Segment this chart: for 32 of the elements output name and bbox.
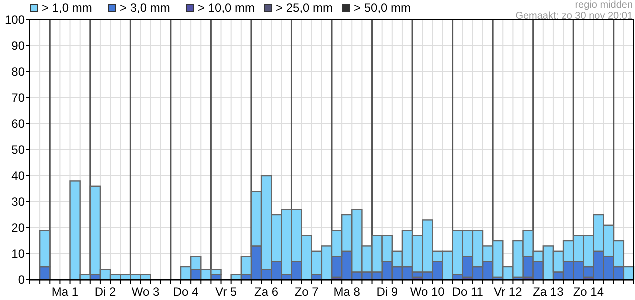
- x-tick-label: Do 11: [452, 285, 484, 299]
- y-tick-label: 60: [12, 117, 26, 132]
- x-tick-label: Ma 8: [334, 285, 361, 299]
- y-tick-label: 20: [12, 221, 26, 236]
- x-tick-label: Zo 7: [294, 285, 320, 299]
- x-tick-label: Ma 1: [52, 285, 79, 299]
- x-tick-label: Wo 10: [410, 285, 446, 299]
- x-tick-label: Vr 12: [494, 285, 523, 299]
- x-tick-label: Di 2: [94, 285, 116, 299]
- legend-label: > 10,0 mm: [198, 1, 256, 15]
- x-tick-label: Di 9: [376, 285, 398, 299]
- y-tick-label: 70: [12, 91, 26, 106]
- y-tick-label: 40: [12, 169, 26, 184]
- legend-label: > 25,0 mm: [276, 1, 334, 15]
- legend-label: > 3,0 mm: [120, 1, 170, 15]
- y-tick-label: 80: [12, 65, 26, 80]
- legend-label: > 1,0 mm: [42, 1, 92, 15]
- x-tick-label: Zo 14: [573, 285, 604, 299]
- x-tick-label: Za 13: [533, 285, 564, 299]
- x-tick-label: Do 4: [173, 285, 200, 299]
- y-tick-label: 90: [12, 39, 26, 54]
- x-tick-label: Wo 3: [132, 285, 160, 299]
- text: regio midden: [575, 0, 633, 11]
- x-tick-label: Za 6: [254, 285, 279, 299]
- legend-label: > 50,0 mm: [354, 1, 412, 15]
- annotation: Gemaakt: zo 30 nov 20:01: [516, 11, 634, 22]
- y-tick-label: 100: [4, 13, 26, 28]
- x-tick-label: Vr 5: [216, 285, 238, 299]
- y-tick-label: 50: [12, 143, 26, 158]
- y-tick-label: 0: [18, 273, 26, 288]
- y-tick-label: 10: [12, 247, 26, 262]
- y-tick-label: 30: [12, 195, 26, 210]
